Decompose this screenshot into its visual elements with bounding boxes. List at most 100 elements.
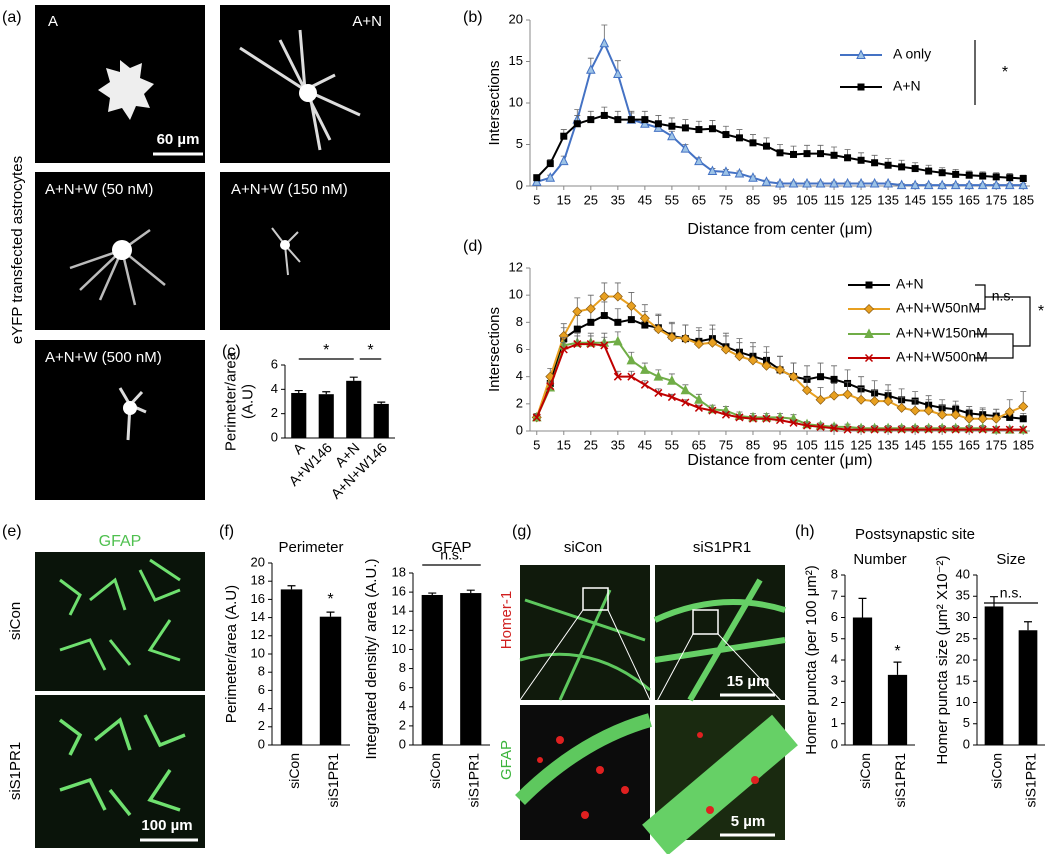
row-label: siCon (7, 602, 24, 640)
y-tick-label: 10 (509, 94, 523, 109)
legend-marker (865, 281, 873, 289)
data-point (587, 318, 595, 326)
side-label: eYFP transfected astrocytes (9, 156, 26, 344)
data-point (815, 177, 826, 188)
error-bar (349, 376, 358, 381)
x-tick-label: siS1PR1 (892, 753, 908, 808)
panel-label: (a) (2, 9, 22, 26)
data-point (573, 120, 581, 128)
x-tick-label: siCon (989, 753, 1005, 789)
x-tick-label: 75 (719, 437, 733, 452)
data-point (816, 422, 825, 431)
y-tick-label: 6 (271, 356, 278, 371)
data-point (721, 410, 730, 419)
data-point (707, 337, 718, 348)
legend-label: A+N+W150nM (896, 325, 988, 341)
x-axis-label: Distance from center (μm) (687, 452, 872, 469)
data-point (884, 425, 893, 434)
data-point (788, 371, 799, 382)
y-axis-label: Perimeter/area (A.U) (223, 585, 240, 723)
data-point (817, 373, 825, 381)
data-point (815, 394, 826, 405)
data-point (762, 414, 771, 423)
y-tick-label: 2 (516, 395, 523, 410)
scale-label: 60 µm (157, 131, 200, 148)
y-tick-label: 12 (509, 259, 523, 274)
y-tick-label: 20 (509, 11, 523, 26)
data-point (1006, 413, 1014, 421)
panel-label: (c) (222, 343, 241, 360)
data-point (653, 371, 664, 381)
image-label: A+N+W (50 nM) (45, 181, 153, 198)
series-line (536, 40, 1024, 187)
y-tick-label: 0 (399, 736, 406, 751)
data-point (991, 413, 1002, 424)
y-tick-label: 3 (831, 673, 838, 688)
y-axis-label: Intersections (486, 60, 503, 145)
error-bar (587, 335, 594, 345)
x-tick-label: 35 (611, 437, 625, 452)
data-point (612, 291, 623, 302)
bar (373, 403, 389, 438)
x-tick-label: 5 (533, 192, 540, 207)
data-point (884, 161, 892, 169)
x-tick-label: A (290, 439, 308, 457)
data-point (708, 406, 717, 415)
data-point (842, 389, 853, 400)
x-tick-label: 15 (557, 437, 571, 452)
error-bar (294, 389, 303, 393)
image-label: A+N (352, 13, 382, 30)
data-point (640, 364, 650, 374)
data-point (708, 125, 716, 133)
data-point (925, 167, 933, 175)
row-label: siS1PR1 (7, 742, 24, 800)
data-point (600, 312, 608, 320)
annotation: * (1002, 64, 1008, 81)
x-tick-label: 145 (904, 192, 926, 207)
y-tick-label: 14 (251, 609, 265, 624)
data-point (992, 173, 1000, 181)
y-tick-label: 8 (516, 314, 523, 329)
panel-label: (e) (2, 523, 22, 540)
data-point (614, 318, 622, 326)
y-tick-label: 4 (831, 651, 838, 666)
data-point (640, 118, 650, 128)
data-point (681, 398, 690, 407)
data-point (883, 396, 894, 407)
y-tick-label: 6 (399, 679, 406, 694)
x-tick-label: 135 (877, 192, 899, 207)
bar (319, 616, 342, 745)
y-tick-label: 2 (399, 717, 406, 732)
data-point (937, 409, 948, 420)
bar (1018, 630, 1038, 745)
x-tick-label: 85 (746, 437, 760, 452)
data-point (844, 154, 852, 162)
bar (984, 606, 1004, 745)
data-point (965, 425, 974, 434)
x-tick-label: 165 (958, 192, 980, 207)
data-point (560, 132, 568, 140)
y-tick-label: 5 (516, 136, 523, 151)
x-tick-label: 155 (931, 437, 953, 452)
data-point (572, 306, 583, 317)
annotation: n.s. (440, 547, 463, 563)
data-point (910, 405, 921, 416)
data-point (761, 360, 772, 371)
zoom-line (519, 609, 786, 706)
chart-title: Size (996, 551, 1025, 568)
scale-label: 5 µm (731, 813, 766, 830)
data-point (639, 313, 650, 324)
annotation: * (1038, 303, 1044, 320)
panel-label: (b) (463, 9, 483, 26)
x-tick-label: 175 (985, 437, 1007, 452)
x-tick-label: siCon (857, 753, 873, 789)
bar (421, 594, 443, 745)
data-point (666, 332, 677, 343)
data-point (1019, 425, 1028, 434)
data-point (952, 170, 960, 178)
x-tick-label: 65 (692, 192, 706, 207)
data-point (1004, 406, 1015, 417)
y-tick-label: 8 (399, 660, 406, 675)
data-point (653, 324, 664, 335)
x-tick-label: 65 (692, 437, 706, 452)
